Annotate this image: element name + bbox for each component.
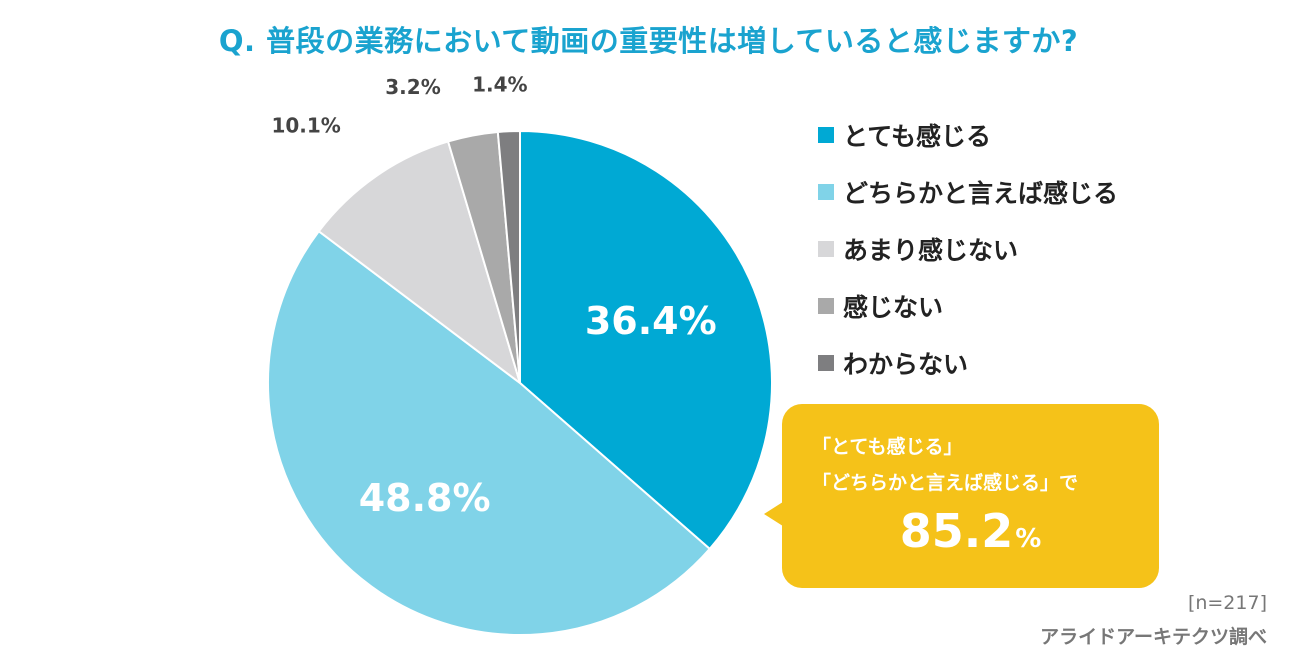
legend-item-very: とても感じる [818,106,1118,163]
callout-number: 85.2 [899,504,1014,558]
source-note: アライドアーキテクツ調べ [1040,626,1267,648]
callout-unit: % [1015,524,1042,554]
legend-label: わからない [843,349,969,379]
callout-line2: 「どちらかと言えば感じる」で [812,472,1079,494]
slice-label-no: 3.2% [385,75,440,99]
legend-swatch [818,297,834,314]
chart-title: Q. 普段の業務において動画の重要性は増していると感じますか? [218,24,1079,58]
legend-item-not-much: あまり感じない [818,220,1118,277]
legend-label: とても感じる [843,121,992,151]
callout-value: 85.2% [782,504,1159,558]
callout-line1: 「とても感じる」 [812,436,963,458]
slice-label-somewhat: 48.8% [359,476,491,520]
slice-label-very: 36.4% [585,299,717,343]
legend-swatch [818,240,834,257]
legend-swatch [818,183,834,200]
legend-swatch [818,126,834,143]
pie-slice-somewhat [267,229,712,636]
sample-size-note: [n=217] [1187,592,1267,614]
legend-swatch [818,354,834,371]
slice-label-not-much: 10.1% [271,114,340,138]
legend: とても感じる どちらかと言えば感じる あまり感じない 感じない わからない [818,106,1118,391]
legend-item-no: 感じない [818,277,1118,334]
callout-body [782,404,1159,588]
legend-item-unknown: わからない [818,334,1118,391]
callout-tail [764,500,786,528]
pie-slice-not-much [317,140,522,386]
legend-item-somewhat: どちらかと言えば感じる [818,163,1118,220]
pie-slice-very [519,129,773,551]
legend-label: 感じない [843,292,944,322]
pie-slice-unknown [496,129,521,384]
legend-label: どちらかと言えば感じる [843,178,1119,208]
legend-label: あまり感じない [843,235,1019,265]
summary-callout: 「とても感じる」 「どちらかと言えば感じる」で 85.2% [764,404,1164,588]
slice-label-unknown: 1.4% [472,73,527,97]
